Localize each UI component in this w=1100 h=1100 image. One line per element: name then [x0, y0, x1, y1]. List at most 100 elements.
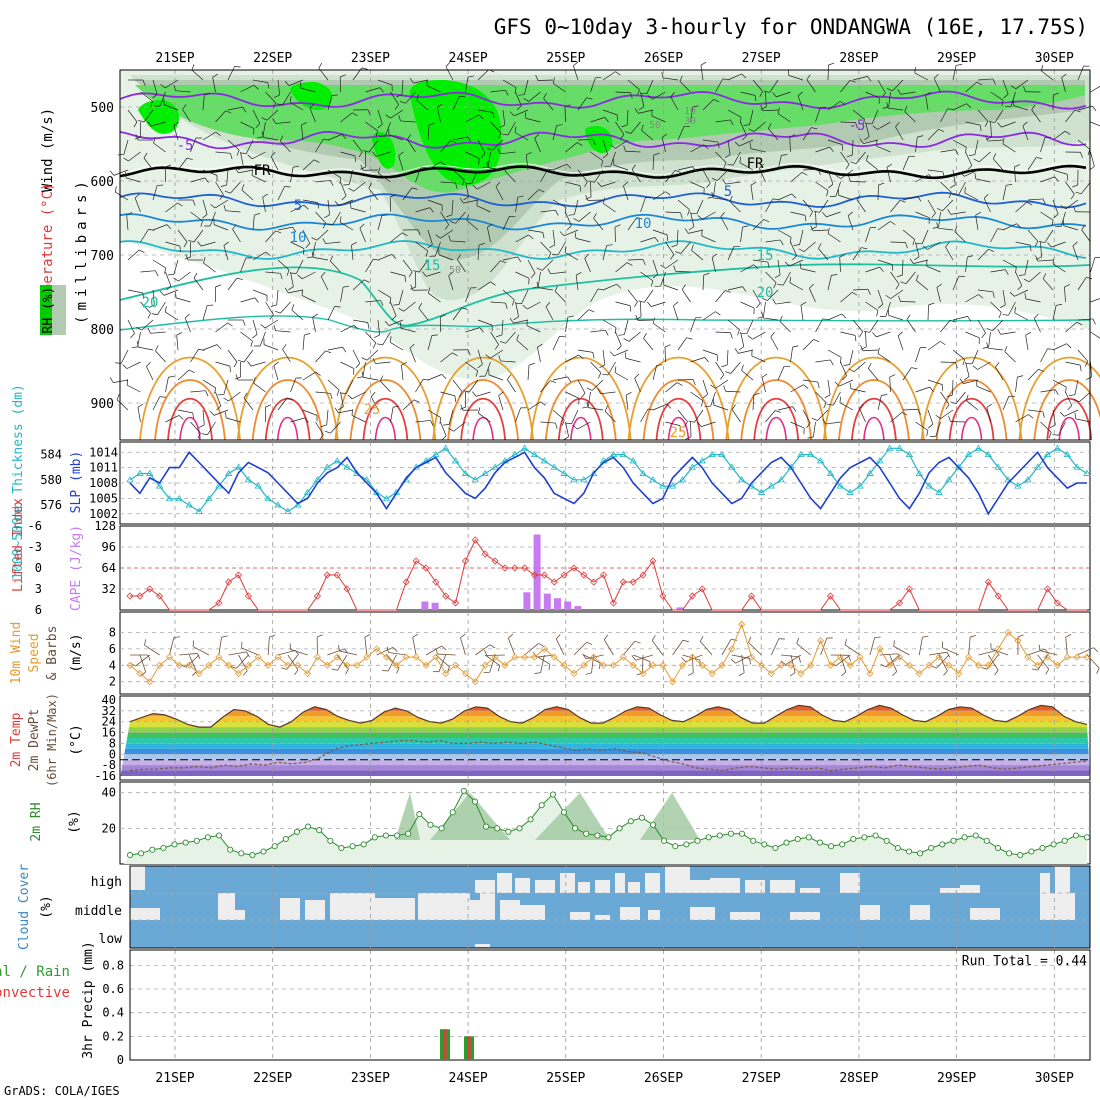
- wind-barb: [165, 377, 169, 393]
- wind-barb: [190, 137, 197, 153]
- wind-barb: [815, 211, 817, 227]
- wind-barb: [1051, 241, 1066, 248]
- cloud-gap: [1040, 893, 1055, 920]
- wind-barb: [215, 361, 231, 367]
- wind-barb: [390, 109, 404, 119]
- wind-barb: [952, 103, 967, 111]
- surface-wind-barb: [721, 639, 732, 656]
- date-label-bottom: 29SEP: [937, 1071, 976, 1086]
- cloud-gap: [475, 944, 490, 947]
- rh-marker: [249, 852, 256, 859]
- wind-speed-marker: [530, 653, 539, 661]
- wind-barb: [390, 91, 399, 105]
- wind-barb: [320, 276, 329, 291]
- wind-barb: [640, 197, 646, 213]
- wind-barb: [827, 349, 842, 358]
- surface-wind-barbs: [130, 633, 1100, 677]
- wind-barb: [802, 127, 812, 141]
- date-label-top: 30SEP: [1035, 51, 1074, 66]
- thickness-marker: [481, 469, 489, 476]
- wind-barb: [865, 266, 880, 273]
- wind-barb: [690, 357, 705, 363]
- wind-barb: [359, 227, 366, 243]
- cloud-gap: [690, 880, 710, 893]
- wind-barb: [690, 391, 703, 401]
- wind-barb: [590, 77, 596, 93]
- wind-barb: [626, 109, 629, 125]
- wind-barb: [1052, 169, 1068, 175]
- wind-barb: [266, 109, 279, 121]
- wind-barb: [702, 349, 718, 356]
- wind-barb: [140, 301, 151, 314]
- wind-barb: [537, 347, 541, 363]
- wind-barb: [213, 409, 229, 416]
- temp-band: [120, 743, 1090, 749]
- wind-barb: [800, 268, 816, 273]
- surface-wind-barb: [536, 654, 555, 658]
- rh-tick: 40: [102, 786, 116, 800]
- wind-barb: [847, 215, 854, 231]
- wind-barb: [215, 110, 226, 123]
- date-label-bottom: 25SEP: [546, 1071, 585, 1086]
- wind-barb: [665, 170, 676, 183]
- wind-barb: [797, 95, 804, 111]
- wind-barb: [890, 200, 901, 213]
- cape-tick: 32: [102, 582, 116, 596]
- wind-barb: [765, 410, 776, 423]
- cloud-gap: [1040, 873, 1050, 893]
- wind-barb: [701, 235, 716, 243]
- wind-barb: [288, 289, 304, 294]
- wind-barb: [815, 107, 821, 123]
- wind-barb: [290, 167, 294, 183]
- wind-barb: [1015, 414, 1029, 423]
- wind-barb: [524, 79, 529, 95]
- wind-barb: [1015, 377, 1018, 393]
- wind-barb: [610, 151, 616, 167]
- thickness-marker: [984, 450, 993, 458]
- wind-barb: [815, 181, 829, 191]
- wind-barb: [465, 361, 478, 372]
- wind-barb: [885, 301, 891, 317]
- wind-barb: [389, 341, 404, 351]
- surface-wind-barb: [169, 637, 175, 656]
- date-label-top: 25SEP: [546, 51, 585, 66]
- wind-barb: [450, 240, 466, 243]
- wind-barb: [935, 421, 941, 437]
- wind-barb: [476, 205, 491, 213]
- wind-barb: [565, 391, 580, 399]
- contour-label: -5: [177, 138, 194, 154]
- rh-marker: [1006, 850, 1013, 857]
- wind-barb: [435, 241, 441, 257]
- wind-barb: [165, 79, 179, 89]
- wind-barb: [340, 287, 344, 303]
- wind-barb: [427, 409, 442, 419]
- wind-speed-marker: [136, 669, 144, 678]
- wind-barb: [614, 349, 629, 357]
- rh-marker: [327, 837, 334, 844]
- wind-barb: [280, 301, 291, 314]
- wind-speed-marker: [886, 661, 894, 669]
- wind-barb: [574, 199, 579, 215]
- wind-barb: [368, 187, 379, 201]
- wind-barb: [952, 65, 957, 81]
- wind-barb: [340, 391, 344, 407]
- wind-speed-marker: [945, 661, 953, 669]
- surface-wind-barb: [785, 654, 802, 665]
- wind-barb: [534, 138, 541, 153]
- date-label-top: 26SEP: [644, 51, 683, 66]
- lifted-index-marker: [540, 571, 548, 579]
- wind-barb: [613, 164, 629, 171]
- wind-barb: [538, 287, 554, 291]
- wind-barb: [902, 229, 915, 240]
- wind-barb: [652, 229, 668, 236]
- wind-barb: [502, 79, 517, 88]
- rh-marker: [560, 809, 568, 816]
- surface-wind-barb: [475, 644, 491, 656]
- wind-barb: [815, 391, 827, 403]
- wind-barb: [789, 259, 804, 267]
- surface-wind-barb: [796, 643, 812, 656]
- thickness-marker: [155, 482, 164, 489]
- surface-wind-barb: [179, 653, 198, 656]
- wind-barb: [600, 391, 616, 395]
